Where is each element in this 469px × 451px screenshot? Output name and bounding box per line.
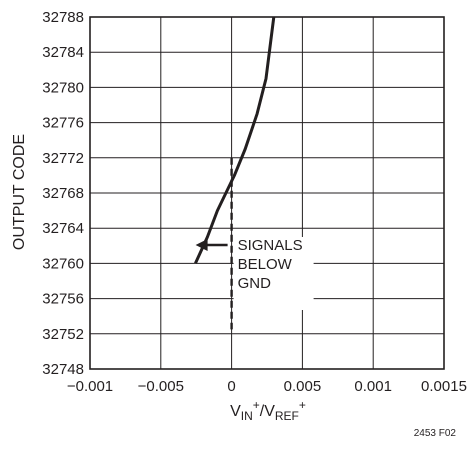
y-tick-label: 32764 <box>42 220 84 237</box>
y-tick-label: 32760 <box>42 255 84 272</box>
plot-frame <box>89 16 445 370</box>
x-tick-label: 0 <box>227 378 235 395</box>
y-tick-label: 32788 <box>42 9 84 26</box>
annotation-background <box>233 237 314 310</box>
x-axis-title: VIN+/VREF+ <box>230 398 306 423</box>
y-tick-label: 32768 <box>42 185 84 202</box>
x-axis-title-v1: V <box>230 403 241 420</box>
x-axis-title-sup1: + <box>253 398 260 412</box>
y-tick-label: 32776 <box>42 115 84 132</box>
y-tick-label: 32756 <box>42 291 84 308</box>
x-tick-label: 0.001 <box>354 378 392 395</box>
y-tick-label: 32784 <box>42 44 84 61</box>
annotation-arrow-head <box>195 239 208 251</box>
x-axis-title-sub1: IN <box>241 409 253 423</box>
series-group <box>194 16 276 265</box>
x-tick-label: 0.0015 <box>421 378 467 395</box>
y-tick-labels: 32748 32752 32756 32760 32764 32768 32772 32776… <box>42 9 84 378</box>
y-tick-label: 32752 <box>42 326 84 343</box>
y-tick-label: 32748 <box>42 361 84 378</box>
x-tick-label: 0.005 <box>284 378 322 395</box>
y-axis-title: OUTPUT CODE <box>11 134 28 250</box>
x-tick-label: −0.001 <box>67 378 113 395</box>
y-tick-label: 32780 <box>42 79 84 96</box>
annotation-text-line: GND <box>238 275 272 292</box>
annotation-text-line: BELOW <box>238 256 293 273</box>
annotation-group: SIGNALS BELOW GND <box>195 237 314 310</box>
annotation-text-line: SIGNALS <box>238 237 303 254</box>
series-line <box>194 16 276 265</box>
figure-code: 2453 F02 <box>414 428 457 439</box>
x-tick-labels: −0.001 −0.005 0 0.005 0.001 0.0015 <box>67 378 467 395</box>
x-axis-title-slash: /V <box>260 403 275 420</box>
x-axis-title-sup2: + <box>299 398 306 412</box>
y-tick-label: 32772 <box>42 150 84 167</box>
plot-frame-group <box>89 16 445 370</box>
x-tick-label: −0.005 <box>138 378 184 395</box>
x-axis-title-sub2: REF <box>275 409 299 423</box>
